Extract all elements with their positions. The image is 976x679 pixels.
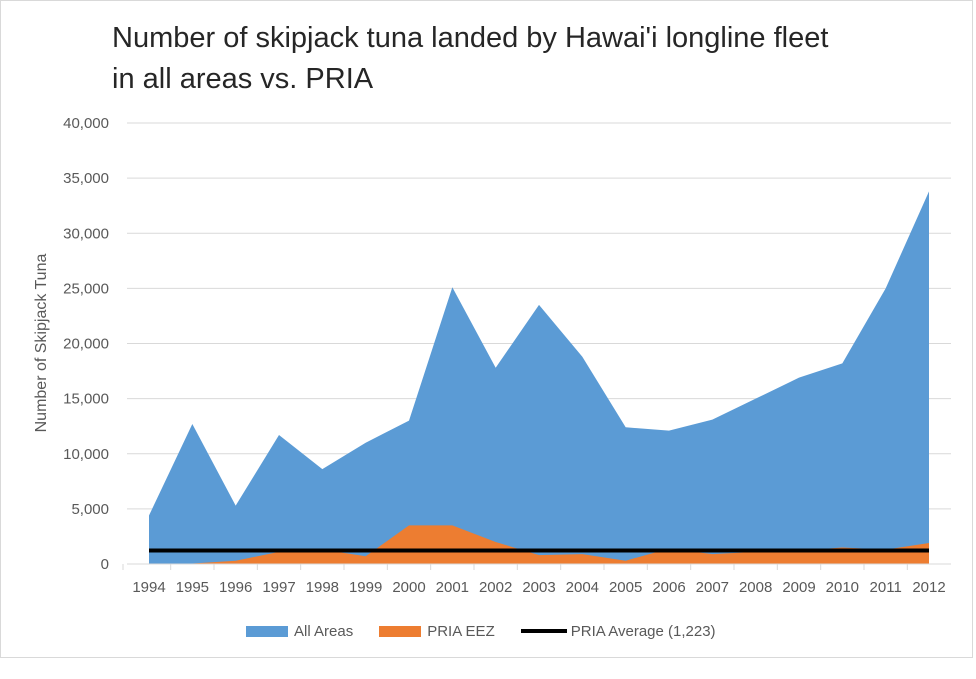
y-tick-label-30000: 30,000: [63, 225, 109, 242]
y-tick-label-35000: 35,000: [63, 170, 109, 187]
x-tick-label-1996: 1996: [219, 579, 252, 596]
legend-item-pria-eez: PRIA EEZ: [379, 623, 495, 640]
y-tick-label-25000: 25,000: [63, 280, 109, 297]
data-areas: [149, 191, 929, 565]
area-pria-eez: [149, 525, 929, 564]
x-tick-label-1995: 1995: [176, 579, 209, 596]
legend-label-all-areas: All Areas: [294, 622, 354, 640]
x-tick-label-2012: 2012: [912, 579, 945, 596]
x-tick-label-2011: 2011: [870, 579, 902, 596]
legend-swatch-pria-average: [520, 629, 567, 633]
legend-swatch-pria-eez: [379, 625, 422, 637]
x-tick-label-1997: 1997: [262, 579, 295, 596]
y-axis-label: Number of Skipjack Tuna: [33, 254, 50, 433]
x-tick-label-1998: 1998: [306, 579, 339, 596]
area-all-areas: [149, 191, 929, 565]
x-tick-label-1994: 1994: [132, 579, 165, 596]
y-tick-label-15000: 15,000: [63, 391, 109, 408]
chart-title: Number of skipjack tuna landed by Hawai'…: [112, 18, 912, 100]
x-tick-label-2006: 2006: [652, 579, 685, 596]
legend-label-pria-average: PRIA Average (1,223): [570, 622, 716, 640]
chart-title-line-2: in all areas vs. PRIA: [112, 63, 374, 95]
axes: 0 5,000 10,000 15,000 20,000 25,000 30,000 35,0…: [63, 115, 951, 596]
y-tick-label-20000: 20,000: [63, 336, 109, 353]
legend-item-pria-average: PRIA Average (1,223): [520, 622, 716, 640]
x-tick-label-2009: 2009: [782, 579, 815, 596]
x-tick-label-2002: 2002: [479, 579, 512, 596]
x-tick-label-1999: 1999: [349, 579, 382, 596]
y-tick-label-0: 0: [101, 556, 109, 573]
x-tick-label-2004: 2004: [566, 579, 599, 596]
x-tick-label-2005: 2005: [609, 579, 642, 596]
y-tick-label-10000: 10,000: [63, 446, 109, 463]
x-tick-label-2003: 2003: [522, 579, 555, 596]
legend-item-all-areas: All Areas: [246, 623, 353, 640]
legend-label-pria-eez: PRIA EEZ: [427, 622, 495, 640]
x-tick-label-2000: 2000: [392, 579, 425, 596]
x-tick-label-2008: 2008: [739, 579, 772, 596]
chart-title-line-1: Number of skipjack tuna landed by Hawai'…: [112, 22, 829, 54]
legend-swatch-all-areas: [246, 625, 288, 637]
x-tick-label-2010: 2010: [826, 579, 859, 596]
y-tick-label-40000: 40,000: [63, 115, 109, 132]
x-tick-label-2001: 2001: [436, 579, 469, 596]
legend: All Areas PRIA EEZ PRIA Average (1,223): [246, 620, 742, 642]
x-tick-label-2007: 2007: [696, 579, 729, 596]
y-tick-label-5000: 5,000: [71, 501, 109, 518]
